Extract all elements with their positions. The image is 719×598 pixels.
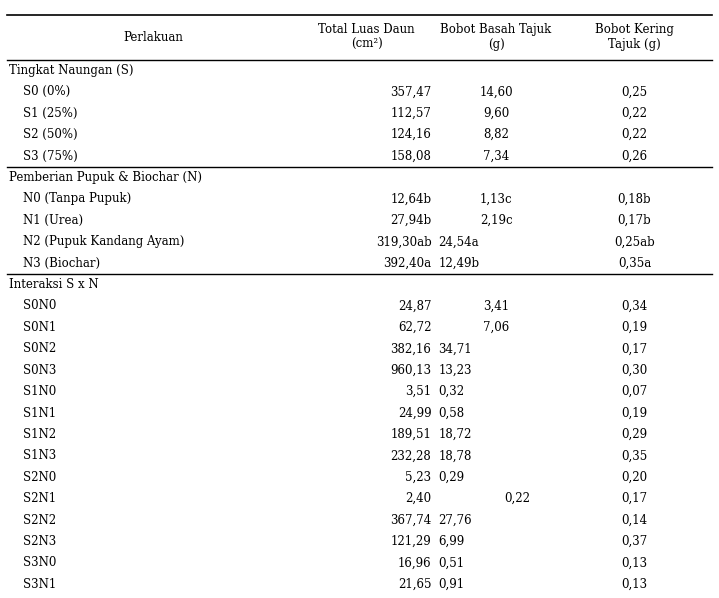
Text: 0,13: 0,13: [621, 556, 648, 569]
Text: S3N0: S3N0: [23, 556, 56, 569]
Text: 0,19: 0,19: [621, 321, 648, 334]
Text: 0,34: 0,34: [621, 300, 648, 313]
Text: 960,13: 960,13: [390, 364, 431, 377]
Text: 12,64b: 12,64b: [390, 193, 431, 206]
Text: 18,72: 18,72: [439, 428, 472, 441]
Text: 1,13c: 1,13c: [480, 193, 513, 206]
Text: 7,06: 7,06: [483, 321, 509, 334]
Text: 319,30ab: 319,30ab: [375, 235, 431, 248]
Text: 0,35a: 0,35a: [618, 257, 651, 270]
Text: S2N0: S2N0: [23, 471, 56, 484]
Text: 2,40: 2,40: [406, 492, 431, 505]
Text: 0,19: 0,19: [621, 407, 648, 420]
Text: 5,23: 5,23: [406, 471, 431, 484]
Text: 0,17: 0,17: [621, 342, 648, 355]
Text: 0,25: 0,25: [621, 86, 648, 99]
Text: Pemberian Pupuk & Biochar (N): Pemberian Pupuk & Biochar (N): [9, 171, 201, 184]
Text: 0,25ab: 0,25ab: [614, 235, 655, 248]
Text: S2 (50%): S2 (50%): [23, 128, 78, 141]
Text: 0,22: 0,22: [621, 107, 648, 120]
Text: Perlakuan: Perlakuan: [123, 31, 183, 44]
Text: N2 (Pupuk Kandang Ayam): N2 (Pupuk Kandang Ayam): [23, 235, 184, 248]
Text: 27,76: 27,76: [439, 514, 472, 527]
Text: 0,58: 0,58: [439, 407, 464, 420]
Text: S3N1: S3N1: [23, 578, 56, 591]
Text: 18,78: 18,78: [439, 449, 472, 462]
Text: S0N2: S0N2: [23, 342, 56, 355]
Text: 158,08: 158,08: [390, 150, 431, 163]
Text: N0 (Tanpa Pupuk): N0 (Tanpa Pupuk): [23, 193, 132, 206]
Text: 24,54a: 24,54a: [439, 235, 480, 248]
Text: 0,29: 0,29: [439, 471, 464, 484]
Text: 14,60: 14,60: [480, 86, 513, 99]
Text: Total Luas Daun
(cm²): Total Luas Daun (cm²): [319, 23, 415, 51]
Text: 0,26: 0,26: [621, 150, 648, 163]
Text: 24,99: 24,99: [398, 407, 431, 420]
Text: 382,16: 382,16: [390, 342, 431, 355]
Text: S1N2: S1N2: [23, 428, 56, 441]
Text: 0,07: 0,07: [621, 385, 648, 398]
Text: 3,41: 3,41: [483, 300, 509, 313]
Text: S2N2: S2N2: [23, 514, 56, 527]
Text: S3 (75%): S3 (75%): [23, 150, 78, 163]
Text: 0,32: 0,32: [439, 385, 464, 398]
Text: 3,51: 3,51: [406, 385, 431, 398]
Text: 2,19c: 2,19c: [480, 214, 513, 227]
Text: 16,96: 16,96: [398, 556, 431, 569]
Text: 392,40a: 392,40a: [383, 257, 431, 270]
Text: 189,51: 189,51: [390, 428, 431, 441]
Text: 0,20: 0,20: [621, 471, 648, 484]
Text: 0,22: 0,22: [621, 128, 648, 141]
Text: Tingkat Naungan (S): Tingkat Naungan (S): [9, 64, 133, 77]
Text: S2N3: S2N3: [23, 535, 56, 548]
Text: 21,65: 21,65: [398, 578, 431, 591]
Text: S0N0: S0N0: [23, 300, 56, 313]
Text: 0,17: 0,17: [621, 492, 648, 505]
Text: S1N1: S1N1: [23, 407, 56, 420]
Text: S0N3: S0N3: [23, 364, 56, 377]
Text: 24,87: 24,87: [398, 300, 431, 313]
Text: N1 (Urea): N1 (Urea): [23, 214, 83, 227]
Text: 12,49b: 12,49b: [439, 257, 480, 270]
Text: 0,30: 0,30: [621, 364, 648, 377]
Text: Bobot Kering
Tajuk (g): Bobot Kering Tajuk (g): [595, 23, 674, 51]
Text: 27,94b: 27,94b: [390, 214, 431, 227]
Text: 62,72: 62,72: [398, 321, 431, 334]
Text: 13,23: 13,23: [439, 364, 472, 377]
Text: Interaksi S x N: Interaksi S x N: [9, 278, 99, 291]
Text: S2N1: S2N1: [23, 492, 56, 505]
Text: S1N0: S1N0: [23, 385, 56, 398]
Text: Bobot Basah Tajuk
(g): Bobot Basah Tajuk (g): [441, 23, 551, 51]
Text: 34,71: 34,71: [439, 342, 472, 355]
Text: 0,37: 0,37: [621, 535, 648, 548]
Text: 357,47: 357,47: [390, 86, 431, 99]
Text: 8,82: 8,82: [483, 128, 509, 141]
Text: S0N1: S0N1: [23, 321, 56, 334]
Text: 232,28: 232,28: [390, 449, 431, 462]
Text: 0,51: 0,51: [439, 556, 464, 569]
Text: 7,34: 7,34: [483, 150, 509, 163]
Text: N3 (Biochar): N3 (Biochar): [23, 257, 100, 270]
Text: 0,29: 0,29: [621, 428, 648, 441]
Text: 0,35: 0,35: [621, 449, 648, 462]
Text: 0,18b: 0,18b: [618, 193, 651, 206]
Text: 112,57: 112,57: [390, 107, 431, 120]
Text: S0 (0%): S0 (0%): [23, 86, 70, 99]
Text: 0,22: 0,22: [505, 492, 531, 505]
Text: 9,60: 9,60: [483, 107, 509, 120]
Text: 6,99: 6,99: [439, 535, 465, 548]
Text: 0,91: 0,91: [439, 578, 464, 591]
Text: 0,14: 0,14: [621, 514, 648, 527]
Text: S1 (25%): S1 (25%): [23, 107, 78, 120]
Text: 0,17b: 0,17b: [618, 214, 651, 227]
Text: 0,13: 0,13: [621, 578, 648, 591]
Text: S1N3: S1N3: [23, 449, 56, 462]
Text: 367,74: 367,74: [390, 514, 431, 527]
Text: 124,16: 124,16: [390, 128, 431, 141]
Text: 121,29: 121,29: [390, 535, 431, 548]
